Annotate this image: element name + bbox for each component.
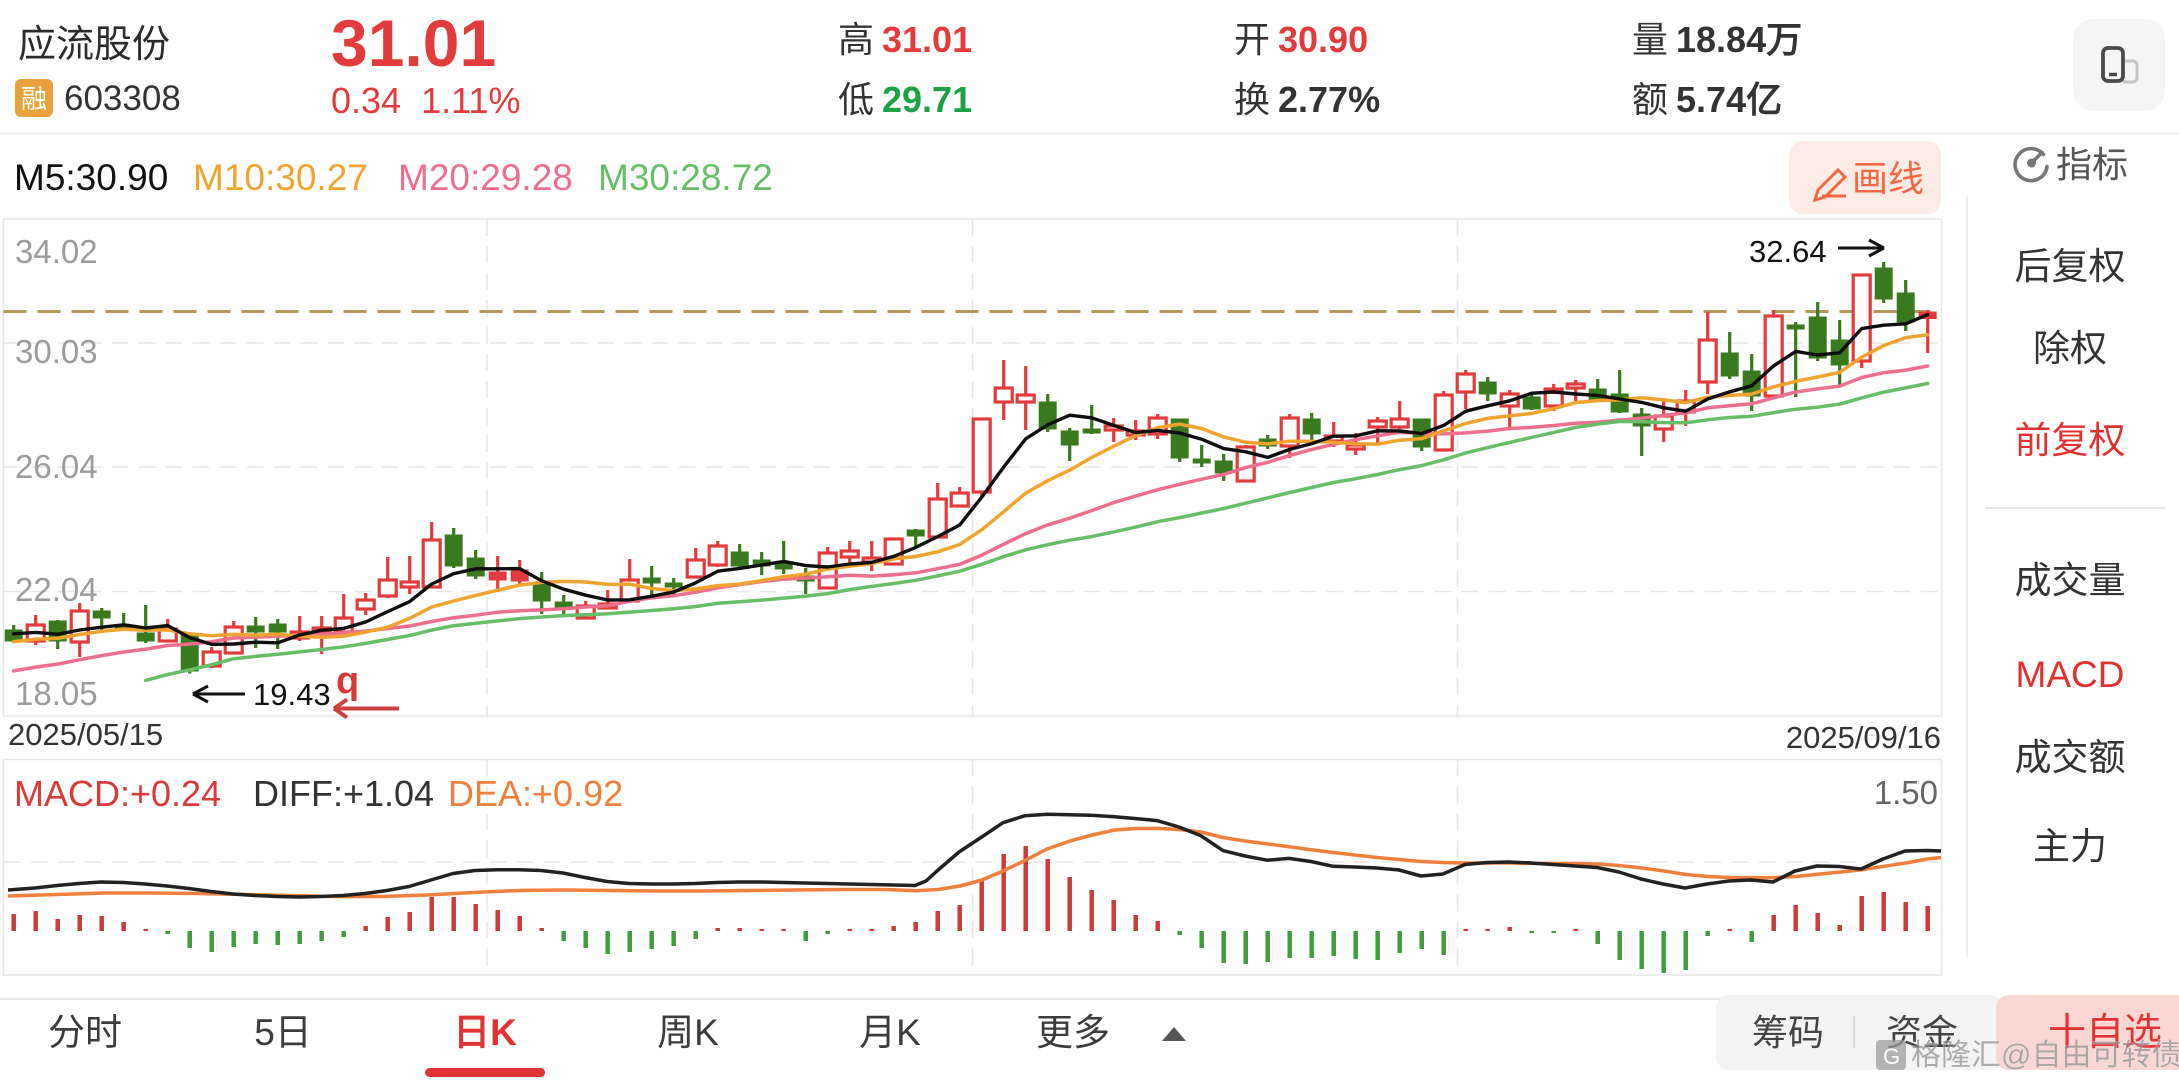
svg-text:后复权: 后复权 xyxy=(2015,246,2126,287)
svg-text:更多: 更多 xyxy=(1036,1012,1110,1053)
svg-text:1.50: 1.50 xyxy=(1874,774,1938,811)
svg-text:5.74亿: 5.74亿 xyxy=(1676,79,1782,120)
svg-text:筹码: 筹码 xyxy=(1752,1012,1824,1053)
svg-text:5日: 5日 xyxy=(254,1012,312,1053)
svg-text:2.77%: 2.77% xyxy=(1278,79,1380,120)
svg-text:换: 换 xyxy=(1234,79,1270,120)
svg-text:DIFF:+1.04: DIFF:+1.04 xyxy=(253,773,434,814)
svg-text:高: 高 xyxy=(838,19,874,60)
svg-text:18.05: 18.05 xyxy=(15,675,98,712)
svg-text:除权: 除权 xyxy=(2033,328,2107,369)
svg-text:额: 额 xyxy=(1632,79,1668,120)
svg-text:格隆汇@自由可转债: 格隆汇@自由可转债 xyxy=(1911,1039,2179,1072)
svg-text:G: G xyxy=(1883,1044,1900,1069)
svg-text:26.04: 26.04 xyxy=(15,448,98,485)
svg-text:34.02: 34.02 xyxy=(15,233,98,270)
svg-text:M10:30.27: M10:30.27 xyxy=(193,157,368,198)
svg-text:31.01: 31.01 xyxy=(331,6,496,80)
svg-text:0.34 1.11%: 0.34 1.11% xyxy=(331,80,520,121)
svg-text:成交额: 成交额 xyxy=(2015,737,2126,778)
svg-text:月K: 月K xyxy=(859,1012,921,1053)
svg-text:30.90: 30.90 xyxy=(1278,19,1368,60)
svg-text:量: 量 xyxy=(1632,19,1668,60)
svg-text:分时: 分时 xyxy=(48,1012,122,1053)
svg-text:2025/05/15: 2025/05/15 xyxy=(8,717,163,752)
svg-text:2025/09/16: 2025/09/16 xyxy=(1786,720,1941,755)
svg-text:29.71: 29.71 xyxy=(882,79,972,120)
svg-text:q: q xyxy=(336,660,359,702)
svg-text:主力: 主力 xyxy=(2033,826,2107,867)
svg-text:成交量: 成交量 xyxy=(2015,560,2126,601)
svg-text:周K: 周K xyxy=(657,1012,719,1053)
svg-text:603308: 603308 xyxy=(64,79,181,118)
svg-text:18.84万: 18.84万 xyxy=(1676,19,1802,60)
svg-text:30.03: 30.03 xyxy=(15,333,98,370)
svg-text:开: 开 xyxy=(1234,19,1270,60)
svg-text:M20:29.28: M20:29.28 xyxy=(398,157,573,198)
svg-text:MACD: MACD xyxy=(2016,654,2125,695)
svg-text:十自选: 十自选 xyxy=(2048,1012,2162,1054)
svg-text:融: 融 xyxy=(21,84,47,114)
svg-text:32.64: 32.64 xyxy=(1749,234,1827,269)
svg-text:应流股份: 应流股份 xyxy=(18,24,170,66)
svg-text:前复权: 前复权 xyxy=(2015,420,2126,461)
svg-text:DEA:+0.92: DEA:+0.92 xyxy=(448,773,623,814)
svg-text:MACD:+0.24: MACD:+0.24 xyxy=(14,773,221,814)
svg-text:19.43: 19.43 xyxy=(253,677,331,712)
svg-text:指标: 指标 xyxy=(2056,144,2128,185)
svg-text:低: 低 xyxy=(838,79,874,120)
svg-text:M30:28.72: M30:28.72 xyxy=(598,157,773,198)
svg-text:M5:30.90: M5:30.90 xyxy=(14,157,168,198)
svg-text:画线: 画线 xyxy=(1852,158,1924,199)
svg-text:31.01: 31.01 xyxy=(882,19,972,60)
svg-text:日K: 日K xyxy=(453,1012,517,1053)
svg-text:22.04: 22.04 xyxy=(15,571,98,608)
